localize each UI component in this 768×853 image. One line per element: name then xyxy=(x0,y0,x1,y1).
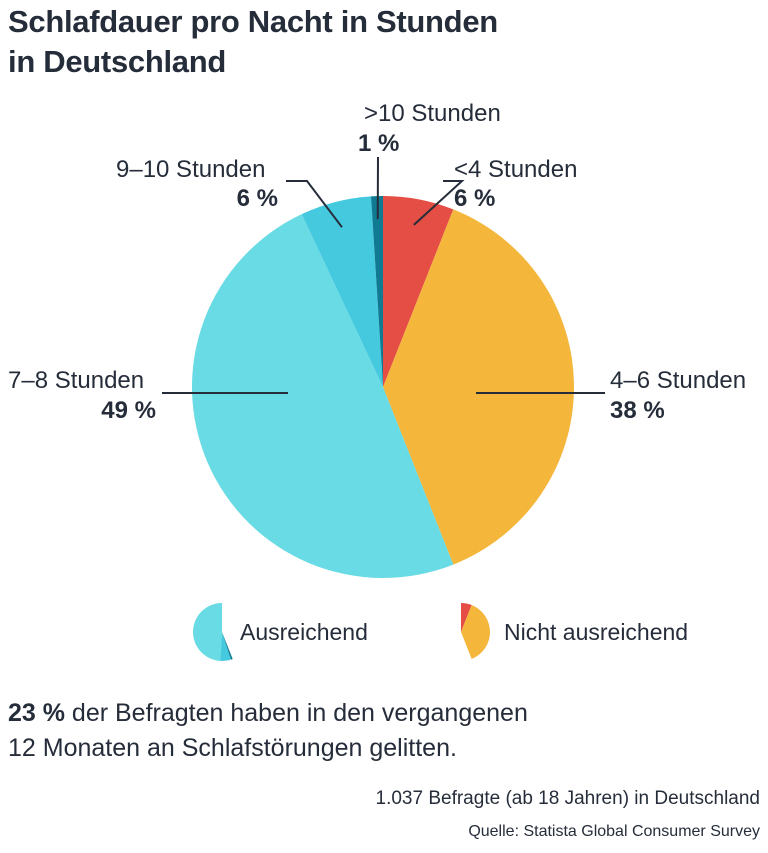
note-line-2: 12 Monaten an Schlafstörungen gelitten. xyxy=(8,734,457,762)
note-highlight: 23 % xyxy=(8,699,65,727)
pie-slices xyxy=(192,196,574,578)
slice-7to8 xyxy=(192,214,454,578)
legend-label-nicht-ausreichend: Nicht ausreichend xyxy=(504,619,688,645)
slice-gt10 xyxy=(371,196,383,387)
value-lt4: 6 % xyxy=(454,185,495,212)
legend-swatch-9to10 xyxy=(220,632,231,661)
value-7to8: 49 % xyxy=(101,397,156,424)
legend-ausreichend xyxy=(193,603,233,661)
legend-nicht-ausreichend xyxy=(461,603,490,659)
insight-note: 23 % der Befragten haben in den vergange… xyxy=(8,696,528,766)
slice-lt4 xyxy=(383,196,454,387)
legend-swatch-lt4 xyxy=(461,603,472,632)
value-9to10: 6 % xyxy=(237,185,278,212)
title-line-2: in Deutschland xyxy=(8,44,226,79)
label-gt10: >10 Stunden xyxy=(364,100,501,127)
label-lt4: <4 Stunden xyxy=(454,156,577,183)
leader-lines xyxy=(162,156,605,394)
source-info: Quelle: Statista Global Consumer Survey xyxy=(468,823,760,840)
sample-info: 1.037 Befragte (ab 18 Jahren) in Deutsch… xyxy=(375,788,760,809)
legend-swatch-4to6 xyxy=(461,605,490,659)
value-gt10: 1 % xyxy=(358,130,399,157)
slice-9to10 xyxy=(301,196,383,387)
legend-label-ausreichend: Ausreichend xyxy=(240,619,368,645)
label-9to10: 9–10 Stunden xyxy=(116,156,265,183)
legend-swatch-gt10 xyxy=(222,632,233,660)
title-line-1: Schlafdauer pro Nacht in Stunden xyxy=(8,4,498,39)
slice-4to6 xyxy=(383,209,574,565)
label-7to8: 7–8 Stunden xyxy=(8,367,144,394)
note-line-1: der Befragten haben in den vergangenen xyxy=(64,699,528,727)
value-4to6: 38 % xyxy=(610,397,665,424)
leader-lt4 xyxy=(413,180,465,226)
chart-title: Schlafdauer pro Nacht in Stunden in Deut… xyxy=(8,2,498,82)
label-4to6: 4–6 Stunden xyxy=(610,367,746,394)
legend-swatch-7to8 xyxy=(193,603,222,661)
pie-chart: >10 Stunden 1 % 9–10 Stunden 6 % <4 Stun… xyxy=(8,100,746,661)
leader-9to10 xyxy=(286,180,343,228)
